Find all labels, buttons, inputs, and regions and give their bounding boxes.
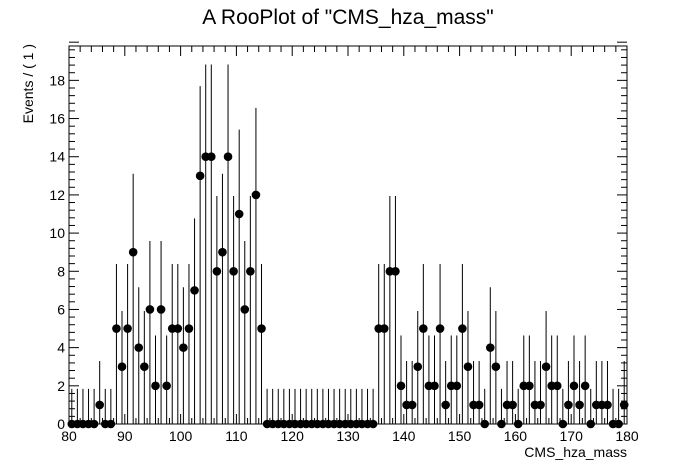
data-point [603, 400, 612, 410]
data-point [452, 381, 462, 391]
data-point [497, 419, 506, 429]
y-tick-label: 2 [57, 378, 65, 394]
y-tick-label: 18 [49, 72, 65, 88]
data-point [580, 381, 590, 391]
data-point [95, 400, 104, 410]
data-point [251, 190, 261, 200]
data-point [368, 419, 378, 429]
x-tick-label: 150 [448, 428, 472, 444]
y-tick-label: 16 [49, 111, 65, 127]
data-point [575, 400, 584, 410]
data-point [190, 286, 199, 295]
data-point [106, 419, 116, 429]
data-point [441, 400, 450, 410]
data-point [218, 247, 227, 257]
data-point [151, 381, 160, 391]
data-point [614, 419, 623, 429]
data-point [117, 362, 127, 372]
data-point [223, 152, 233, 162]
data-point [491, 362, 501, 372]
data-point [128, 247, 138, 257]
y-tick-label: 4 [57, 340, 65, 356]
data-point [89, 419, 99, 429]
data-point [413, 362, 423, 372]
axis-tick-labels: 80 90 100 110 120 130 140 150 160 170 180 0 2 4 6 8 10 12… [49, 72, 638, 444]
data-point [162, 381, 171, 391]
data-point [173, 324, 183, 333]
data-point [246, 266, 255, 276]
x-tick-label: 110 [225, 428, 248, 444]
data-point [212, 266, 222, 276]
data-point [552, 381, 562, 391]
x-tick-label: 100 [169, 428, 193, 444]
x-tick-label: 180 [615, 428, 639, 444]
x-tick-label: 130 [336, 428, 360, 444]
x-tick-label: 90 [117, 428, 133, 444]
data-point [541, 362, 551, 372]
data-point [463, 362, 473, 372]
data-point [140, 362, 149, 372]
data-point [480, 419, 490, 429]
data-point [156, 305, 166, 314]
y-tick-label: 10 [49, 225, 65, 241]
data-point [229, 266, 238, 276]
data-point [569, 381, 579, 391]
y-tick-label: 8 [57, 263, 65, 279]
x-axis-label: CMS_hza_mass [524, 444, 627, 460]
y-tick-label: 0 [57, 416, 65, 432]
data-point [396, 381, 406, 391]
data-point [379, 324, 389, 333]
data-point [206, 152, 216, 162]
y-tick-label: 12 [49, 187, 65, 203]
error-bars [69, 64, 627, 425]
x-tick-label: 170 [560, 428, 584, 444]
data-point [145, 305, 155, 314]
data-point [391, 266, 400, 276]
data-point [513, 419, 523, 429]
data-points [67, 152, 629, 429]
x-tick-label: 140 [392, 428, 416, 444]
axis-ticks [68, 41, 628, 425]
data-point [257, 324, 266, 333]
chart-title: A RooPlot of "CMS_hza_mass" [202, 6, 494, 29]
data-point [525, 381, 534, 391]
data-point [586, 419, 596, 429]
data-point [536, 400, 545, 410]
data-point [123, 324, 132, 333]
data-point [234, 209, 244, 219]
data-point [419, 324, 428, 333]
data-point [458, 324, 467, 333]
data-point [485, 343, 495, 352]
y-tick-label: 6 [57, 301, 65, 317]
data-point [179, 343, 188, 352]
data-point [435, 324, 445, 333]
data-point [407, 400, 417, 410]
data-point [474, 400, 484, 410]
data-point [564, 400, 573, 410]
data-point [619, 400, 629, 410]
data-point [195, 171, 205, 181]
data-point [240, 305, 250, 314]
data-point [184, 324, 194, 333]
data-point [558, 419, 568, 429]
x-tick-label: 80 [61, 428, 77, 444]
data-point [134, 343, 144, 352]
y-tick-label: 14 [49, 149, 65, 165]
data-point [508, 400, 517, 410]
x-tick-label: 120 [281, 428, 305, 444]
data-point [430, 381, 439, 391]
data-point [112, 324, 121, 333]
x-tick-label: 160 [504, 428, 528, 444]
y-axis-label: Events / ( 1 ) [20, 44, 36, 123]
